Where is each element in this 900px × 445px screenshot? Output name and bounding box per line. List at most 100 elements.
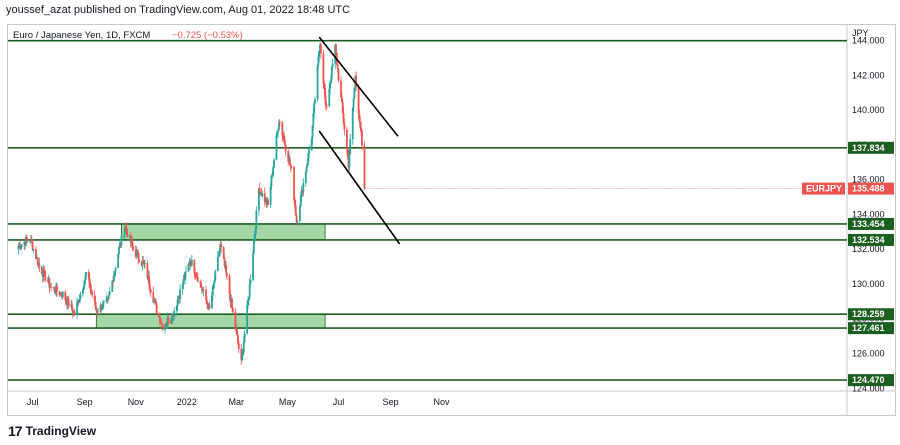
candle-body <box>146 263 149 279</box>
brand-name: TradingView <box>25 424 97 438</box>
candle-body <box>84 274 87 281</box>
candle-body <box>349 139 352 155</box>
candle-body <box>340 97 343 103</box>
candle-body <box>185 271 187 273</box>
candle-body <box>64 291 67 300</box>
candle-body <box>293 167 295 200</box>
candle-body <box>242 352 244 355</box>
candle-body <box>288 158 291 165</box>
candle-body <box>184 272 187 281</box>
candle-body <box>26 239 29 242</box>
candle-body <box>313 103 316 114</box>
candle-body <box>190 259 193 266</box>
candle-body <box>61 291 64 298</box>
trend-line <box>318 130 401 245</box>
candle-body <box>25 237 28 240</box>
candle-body <box>79 294 82 300</box>
candle-body <box>187 263 190 272</box>
candle-body <box>60 292 63 296</box>
candle-body <box>273 159 275 168</box>
candle-body <box>30 238 33 243</box>
publish-info: youssef_azat published on TradingView.co… <box>6 4 351 16</box>
candle-body <box>107 294 110 298</box>
candle-body <box>169 320 172 324</box>
candle-body <box>296 221 299 223</box>
candle-body <box>202 289 205 291</box>
candle-body <box>208 303 211 309</box>
candle-body <box>223 258 226 266</box>
candle-body <box>342 112 345 123</box>
candle-body <box>65 299 68 302</box>
candle-body <box>308 150 311 153</box>
candle-body <box>181 284 184 290</box>
candle-body <box>290 167 293 168</box>
candle-body <box>50 286 52 288</box>
candle-body <box>294 199 296 206</box>
level-price-tag <box>848 217 894 230</box>
candle-body <box>159 316 161 324</box>
x-tick-label: Jul <box>27 397 39 407</box>
candle-body <box>255 210 258 229</box>
candle-body <box>348 154 351 168</box>
candle-body <box>196 276 199 282</box>
candle-body <box>278 122 281 123</box>
candle-body <box>82 286 85 289</box>
candle-body <box>220 243 223 248</box>
candle-body <box>29 240 32 242</box>
candle-body <box>83 280 86 287</box>
candle-body <box>97 311 99 313</box>
support-zone <box>121 223 326 241</box>
candle-body <box>254 228 257 235</box>
candle-body <box>94 300 97 308</box>
candle-body <box>282 135 285 138</box>
candle-body <box>277 129 280 132</box>
candle-body <box>257 188 260 211</box>
chart-frame[interactable]: 124.000126.000128.000130.000132.000134.0… <box>7 24 896 416</box>
candle-body <box>85 272 88 275</box>
candle-body <box>252 253 254 280</box>
x-tick-label: Nov <box>434 397 451 407</box>
candle-body <box>236 330 238 336</box>
candle-body <box>107 297 109 299</box>
candle-body <box>283 137 285 140</box>
candle-body <box>271 175 274 177</box>
candle-body <box>200 283 202 288</box>
candle-body <box>330 79 332 84</box>
candle-body <box>35 248 37 260</box>
candle-body <box>78 299 81 303</box>
candle-body <box>310 138 313 151</box>
candle-body <box>31 242 34 251</box>
candle-body <box>299 195 302 207</box>
candle-body <box>67 298 70 307</box>
candle-body <box>137 251 140 259</box>
candle-body <box>123 234 125 236</box>
candle-body <box>214 270 217 281</box>
candlestick-chart[interactable]: 124.000126.000128.000130.000132.000134.0… <box>8 25 895 415</box>
candle-body <box>258 188 261 195</box>
candle-body <box>19 246 22 249</box>
tradingview-logo-icon: 17 <box>8 423 23 439</box>
candle-body <box>93 295 96 301</box>
x-tick-label: Nov <box>128 397 145 407</box>
candle-body <box>247 297 250 301</box>
candle-body <box>269 186 272 205</box>
candle-body <box>40 266 43 275</box>
candle-body <box>102 302 104 308</box>
candle-body <box>305 166 308 172</box>
candle-body <box>132 246 135 250</box>
y-tick-label: 136.000 <box>852 175 885 185</box>
candle-body <box>131 241 134 247</box>
candle-body <box>118 247 120 255</box>
level-price-tag <box>848 141 894 154</box>
level-price-label: 132.534 <box>852 235 885 245</box>
candle-body <box>306 162 309 167</box>
candle-body <box>325 99 327 106</box>
candle-body <box>275 135 278 160</box>
candle-body <box>328 88 331 107</box>
candle-body <box>341 102 344 113</box>
candle-body <box>142 260 145 263</box>
candle-body <box>71 304 73 310</box>
candle-body <box>225 265 228 274</box>
candle-body <box>38 263 41 267</box>
candle-body <box>17 245 20 250</box>
